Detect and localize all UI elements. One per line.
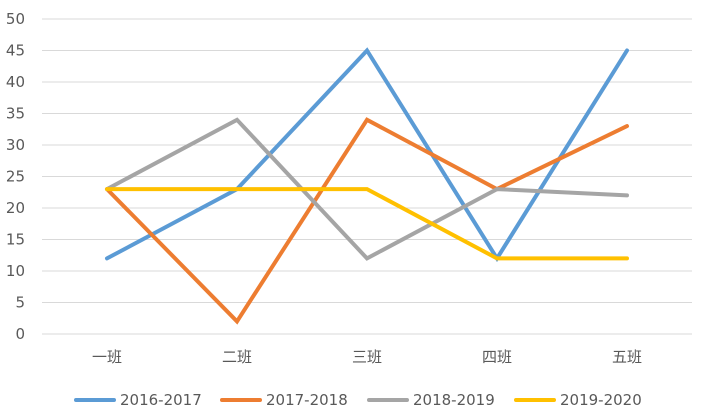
y-tick-label-10: 10 (6, 262, 25, 280)
series-line-2019-2020 (107, 189, 627, 258)
y-tick-label-50: 50 (6, 10, 25, 28)
y-tick-label-45: 45 (6, 42, 25, 60)
legend: 2016-2017 2017-2018 2018-2019 2019-2020 (76, 391, 642, 409)
legend-item-2017-2018: 2017-2018 (222, 391, 348, 409)
series-line-2017-2018 (107, 120, 627, 322)
y-tick-label-35: 35 (6, 105, 25, 123)
y-axis-ticks: 0 5 10 15 20 25 30 35 40 45 50 (6, 10, 25, 343)
series-2019-2020 (105, 187, 629, 260)
series-2016-2017 (105, 49, 629, 261)
y-tick-label-15: 15 (6, 231, 25, 249)
legend-label-2017-2018: 2017-2018 (266, 391, 348, 409)
x-tick-label-3: 三班 (352, 348, 382, 366)
x-tick-label-4: 四班 (482, 348, 512, 366)
x-tick-label-2: 二班 (222, 348, 252, 366)
legend-label-2016-2017: 2016-2017 (120, 391, 202, 409)
legend-item-2016-2017: 2016-2017 (76, 391, 202, 409)
legend-item-2018-2019: 2018-2019 (369, 391, 495, 409)
legend-label-2018-2019: 2018-2019 (413, 391, 495, 409)
gridlines (42, 19, 692, 334)
y-tick-label-5: 5 (15, 294, 25, 312)
series-lines (105, 49, 629, 324)
x-tick-label-1: 一班 (92, 348, 122, 366)
x-tick-label-5: 五班 (612, 348, 642, 366)
y-tick-label-30: 30 (6, 136, 25, 154)
x-axis-ticks: 一班 二班 三班 四班 五班 (92, 348, 642, 366)
y-tick-label-25: 25 (6, 168, 25, 186)
legend-item-2019-2020: 2019-2020 (516, 391, 642, 409)
y-tick-label-40: 40 (6, 73, 25, 91)
legend-label-2019-2020: 2019-2020 (560, 391, 642, 409)
y-tick-label-20: 20 (6, 199, 25, 217)
y-tick-label-0: 0 (15, 325, 25, 343)
